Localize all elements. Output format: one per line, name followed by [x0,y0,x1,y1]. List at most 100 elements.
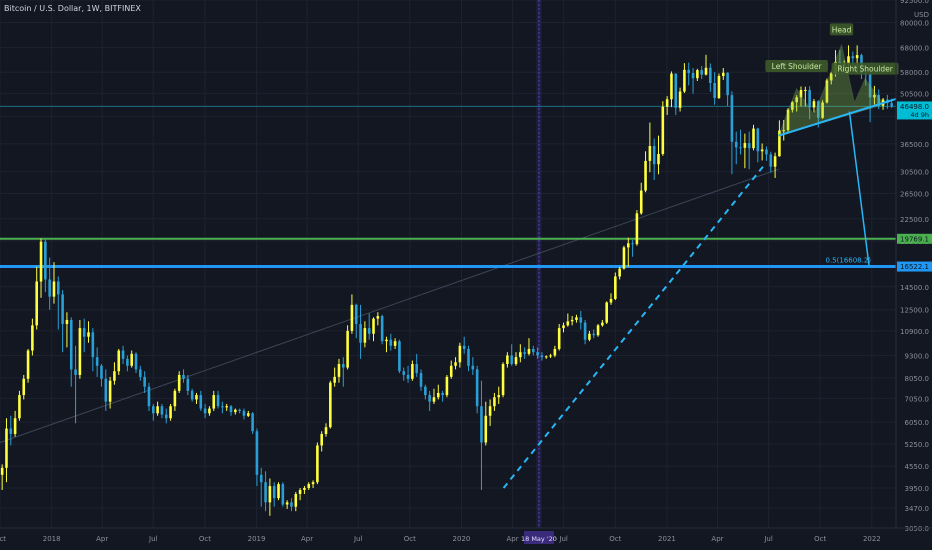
x-tick-label: Apr [96,535,108,543]
candle-body [501,364,505,396]
candle-body [65,319,69,324]
candle-body [445,376,449,396]
candle-body [225,406,228,408]
candle-body [877,94,881,106]
y-tick-label: 4550.0 [905,463,930,471]
candle-body [743,143,747,148]
trendlines [0,105,896,443]
candle-body [812,101,816,108]
x-tick-label: Oct [199,535,211,543]
candle-body [622,247,626,269]
candle-body [609,298,613,303]
candle-body [424,386,427,396]
candle-body [108,380,112,402]
candle-body [635,213,639,245]
candle-body [752,128,755,149]
candle-body [462,345,466,349]
candle-body [821,102,824,118]
x-tick-label: Oct [814,535,826,543]
candle-body [778,130,781,157]
x-tick-label: Jul [353,535,363,543]
candle-body [100,365,103,379]
candle-body [31,325,34,351]
x-tick-label: 2022 [863,535,881,543]
annotation-label: Head [832,25,852,34]
candle-body [251,413,254,432]
candle-body [579,317,583,323]
y-tick-label: 26500.0 [900,190,929,198]
level-label: 16522.1 [900,263,929,271]
candle-body [519,352,522,358]
x-tick-label: Oct [609,535,621,543]
candle-body [78,328,82,375]
candle-body [467,348,470,366]
candle-body [354,304,358,324]
y-tick-label: 36500.0 [900,141,929,149]
candle-body [804,90,807,92]
current-price-badge [897,101,932,120]
candle-body [199,395,203,409]
annotation-box [765,59,828,72]
candle-body [514,357,518,365]
y-tick-label: 10900.0 [900,328,929,336]
candle-body [678,91,682,108]
candle-body [687,69,691,74]
candle-body [9,428,13,434]
candle-body [700,70,703,75]
candle-body [398,341,401,372]
candle-body [670,73,673,100]
candle-body [721,72,725,77]
candle-body [436,392,440,398]
candle-body [182,374,185,379]
candle-body [536,352,539,356]
candle-body [0,467,4,475]
target-projection-line [848,111,870,266]
candle-body [186,378,190,391]
candle-body [341,364,345,368]
candle-body [890,103,893,107]
candle-body [311,482,315,485]
candle-body [769,154,773,167]
y-tick-label: 68000.0 [900,45,929,53]
candle-body [389,339,393,346]
candle-body [69,319,73,370]
candle-body [281,484,285,505]
candle-body [726,72,729,96]
candle-body [74,369,77,375]
candle-body [428,395,431,402]
x-axis[interactable]: Oct2018AprJulOct2019AprJulOct2020Apr18 M… [0,527,932,544]
candle-body [540,355,544,358]
y-tick-label: 12500.0 [900,307,929,315]
candle-body [216,395,220,407]
level-label: 19769.1 [900,235,929,243]
x-tick-label: Apr [711,535,723,543]
candle-body [246,413,250,416]
candle-body [756,128,760,152]
candle-body [661,106,665,154]
y-tick-label: 80000.0 [900,19,929,27]
candle-body [126,358,129,366]
candle-body [786,109,790,131]
candle-body [229,406,233,413]
candle-body [747,143,751,149]
candle-body [717,76,721,99]
candle-body [39,241,43,282]
candle-body [13,418,17,434]
candle-body [631,243,634,245]
candle-body [480,406,483,443]
y-axis[interactable]: 92500.080000.068000.058000.050500.043600… [895,0,932,533]
candle-body [52,281,56,297]
y-tick-label: 22500.0 [900,216,929,224]
candle-body [799,90,803,98]
x-tick-label: 2019 [248,535,266,543]
candle-body [592,333,596,336]
y-tick-label: 14500.0 [900,284,929,292]
candle-body [696,70,699,79]
candle-body [91,332,95,358]
candle-body [411,364,414,379]
candle-body [782,130,786,132]
y-tick-label: 30500.0 [900,169,929,177]
